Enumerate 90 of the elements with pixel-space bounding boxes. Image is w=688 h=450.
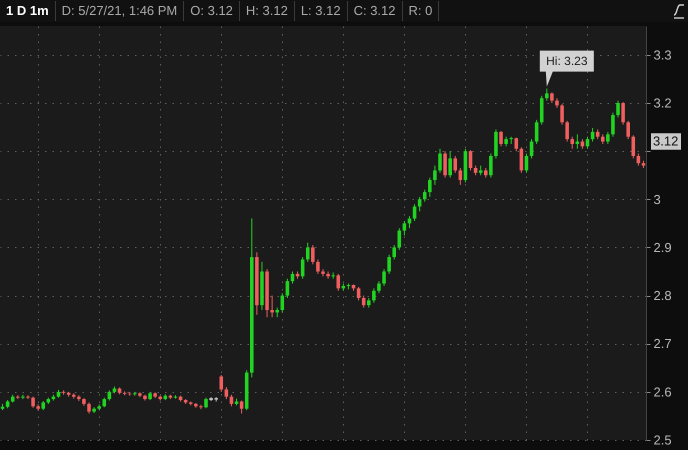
text: O: 3.12 [184,1,240,21]
candlestick [632,134,636,159]
candlestick [311,244,315,265]
candlestick [356,286,360,301]
candlestick [402,220,406,236]
y-tick-label: 3.12 [653,134,678,149]
y-tick-label: 2.6 [654,384,672,400]
candlestick [412,204,416,222]
candlestick [524,153,528,174]
candlestick [453,155,458,174]
candlestick [87,402,91,414]
y-tick-label: 2.8 [654,288,672,304]
text: L: 3.12 [294,1,348,21]
candlestick [290,271,294,284]
y-tick-label: 2.7 [654,336,672,352]
candlestick [576,134,580,150]
candlestick [596,129,600,140]
candlestick [286,278,290,298]
candlestick [392,244,396,260]
candlestick [534,119,538,144]
candlestick [398,228,402,250]
candlestick [560,103,564,126]
candlestick [418,196,422,212]
candlestick [367,297,371,308]
candlestick [372,288,376,304]
candlestick [499,130,503,147]
candlestick [468,150,472,171]
candlestick [408,216,412,229]
candlestick [422,189,427,202]
candlestick [636,153,640,166]
candlestick [433,165,437,186]
y-tick-label: 3 [654,192,661,207]
y-tick-label: 2.9 [654,240,672,255]
candlestick [448,150,452,178]
candlestick [514,137,518,152]
candlestick [570,136,574,150]
candlestick [458,168,462,186]
candlestick [41,400,46,411]
candlestick [31,396,35,408]
candlestick [626,120,630,140]
candlestick [270,295,274,318]
candlestick [428,177,432,198]
text: H: 3.12 [240,1,295,21]
candlestick [204,397,208,409]
candlestick [600,134,605,144]
candlestick [555,98,559,108]
candlestick [474,165,478,176]
candlestick [565,120,569,142]
candlestick [530,138,534,159]
text: C: 3.12 [348,1,403,21]
candlestick [484,168,488,178]
candlestick [316,258,320,274]
y-tick-label: 3.3 [654,47,672,62]
chart-title: 1 D 1m [0,1,56,21]
y-tick-label: 2.5 [654,432,672,448]
candlestick [438,148,442,174]
candlestick [621,102,625,126]
candlestick [300,256,304,280]
candlestick [230,394,234,407]
candlestick [219,374,224,392]
candlestick [586,136,590,150]
y-tick-label: 3.2 [654,96,672,111]
candlestick [606,131,610,144]
candlestick [362,295,366,308]
candlestick [240,400,244,414]
text: R: 0 [402,1,440,21]
candlestick [478,165,482,176]
candlestick [382,268,386,286]
candlestick [611,112,615,138]
candlestick [306,242,310,262]
candlestick [102,397,106,408]
candlestick [520,146,524,174]
candlestick [489,153,493,178]
candlestick [590,128,594,142]
chart-subtitle: D: 5/27/21, 1:46 PM [56,1,184,21]
candlestick [616,100,620,118]
text: Hi: 3.23 [546,54,588,68]
candlestick [509,136,513,144]
candlestick [224,386,228,400]
candlestick [443,150,447,178]
candlestick [504,136,508,147]
candlestick [580,138,584,150]
candlestick [275,307,279,318]
candlestick [108,390,112,402]
candlestick [387,254,391,274]
candlestick [545,88,549,102]
candlestick [377,280,381,294]
candlestick [550,92,554,104]
candlestick [280,292,284,313]
candlestick [336,273,340,292]
